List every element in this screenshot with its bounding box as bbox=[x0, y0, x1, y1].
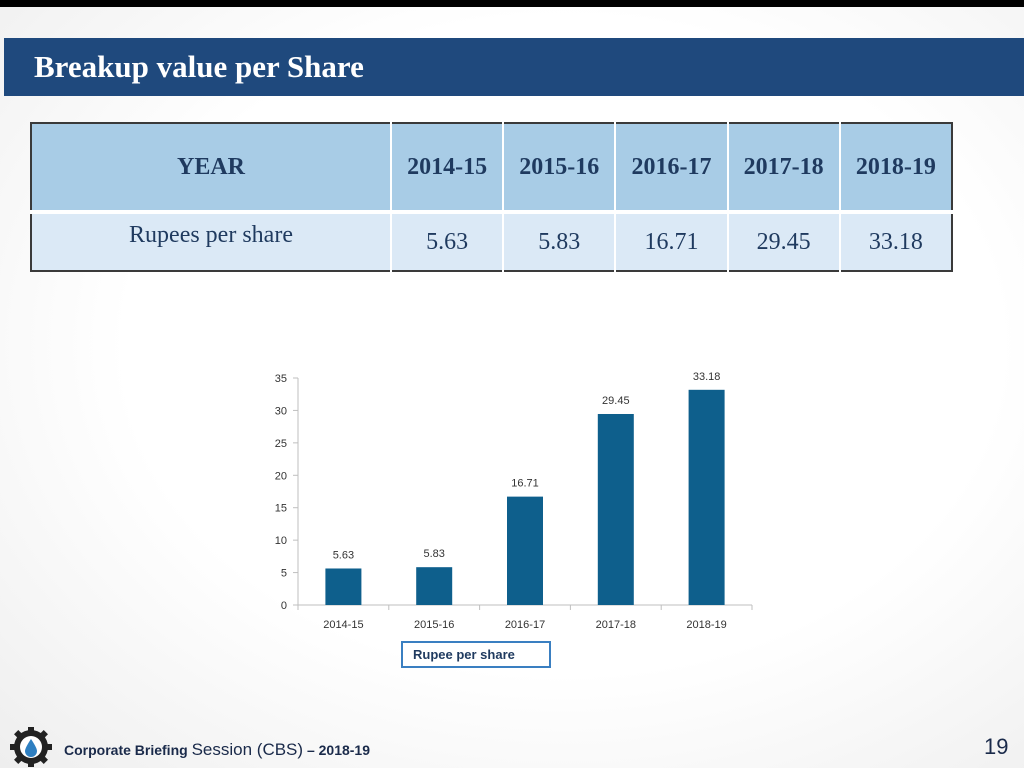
y-tick-label: 20 bbox=[275, 470, 287, 482]
y-tick-label: 25 bbox=[275, 438, 287, 450]
y-tick-label: 35 bbox=[275, 373, 287, 385]
page-title: Breakup value per Share bbox=[34, 49, 364, 84]
table-header-2016-17: 2016-17 bbox=[615, 123, 729, 214]
bar-chart: 0 5 10 15 20 25 30 35 5.63 2014-15 5.83 2015-16 16.7… bbox=[275, 371, 753, 631]
footer-part2: Session (CBS) bbox=[191, 740, 304, 759]
table-header-2014-15: 2014-15 bbox=[391, 123, 505, 214]
chart-legend: Rupee per share bbox=[401, 641, 551, 668]
value-table: YEAR 2014-15 2015-16 2016-17 2017-18 201… bbox=[30, 122, 953, 272]
data-label: 5.83 bbox=[423, 548, 444, 560]
table-header-2017-18: 2017-18 bbox=[727, 123, 841, 214]
x-tick-label: 2018-19 bbox=[686, 619, 726, 631]
company-logo-icon bbox=[10, 727, 52, 767]
footer-part1: Corporate Briefing bbox=[64, 742, 192, 758]
bar bbox=[416, 567, 453, 605]
table-row: Rupees per share 5.63 5.83 16.71 29.45 3… bbox=[31, 212, 952, 271]
data-label: 33.18 bbox=[693, 371, 721, 383]
bar bbox=[688, 389, 725, 605]
x-tick-label: 2017-18 bbox=[596, 619, 636, 631]
table-header-year: YEAR bbox=[31, 123, 392, 214]
bar bbox=[597, 413, 634, 605]
y-tick-label: 15 bbox=[275, 503, 287, 515]
y-tick-label: 0 bbox=[281, 600, 287, 612]
x-tick-label: 2016-17 bbox=[505, 619, 545, 631]
table-cell-2015-16: 5.83 bbox=[503, 212, 617, 271]
table-header-row: YEAR 2014-15 2015-16 2016-17 2017-18 201… bbox=[31, 123, 952, 214]
bar bbox=[507, 496, 543, 605]
page-number: 19 bbox=[984, 734, 1009, 759]
data-label: 16.71 bbox=[511, 478, 539, 490]
table-header-2018-19: 2018-19 bbox=[839, 123, 952, 214]
table-cell-2018-19: 33.18 bbox=[839, 212, 952, 271]
table-cell-2017-18: 29.45 bbox=[727, 212, 841, 271]
y-tick-label: 30 bbox=[275, 405, 287, 417]
data-label: 5.63 bbox=[333, 549, 354, 561]
x-tick-label: 2014-15 bbox=[323, 619, 363, 631]
table-cell-2016-17: 16.71 bbox=[615, 212, 729, 271]
x-tick-label: 2015-16 bbox=[414, 619, 454, 631]
bar bbox=[325, 568, 362, 605]
table-cell-2014-15: 5.63 bbox=[391, 212, 505, 271]
y-tick-label: 10 bbox=[275, 535, 287, 547]
footer-part3: – 2018-19 bbox=[303, 742, 371, 758]
y-tick-label: 5 bbox=[281, 568, 287, 580]
footer-text: Corporate Briefing Session (CBS) – 2018-… bbox=[64, 740, 370, 760]
table-row-label: Rupees per share bbox=[31, 212, 392, 271]
data-label: 29.45 bbox=[602, 395, 630, 407]
top-bar bbox=[0, 0, 1024, 7]
table-header-2015-16: 2015-16 bbox=[503, 123, 617, 214]
legend-label: Rupee per share bbox=[413, 647, 515, 662]
title-band: Breakup value per Share bbox=[4, 38, 1024, 96]
